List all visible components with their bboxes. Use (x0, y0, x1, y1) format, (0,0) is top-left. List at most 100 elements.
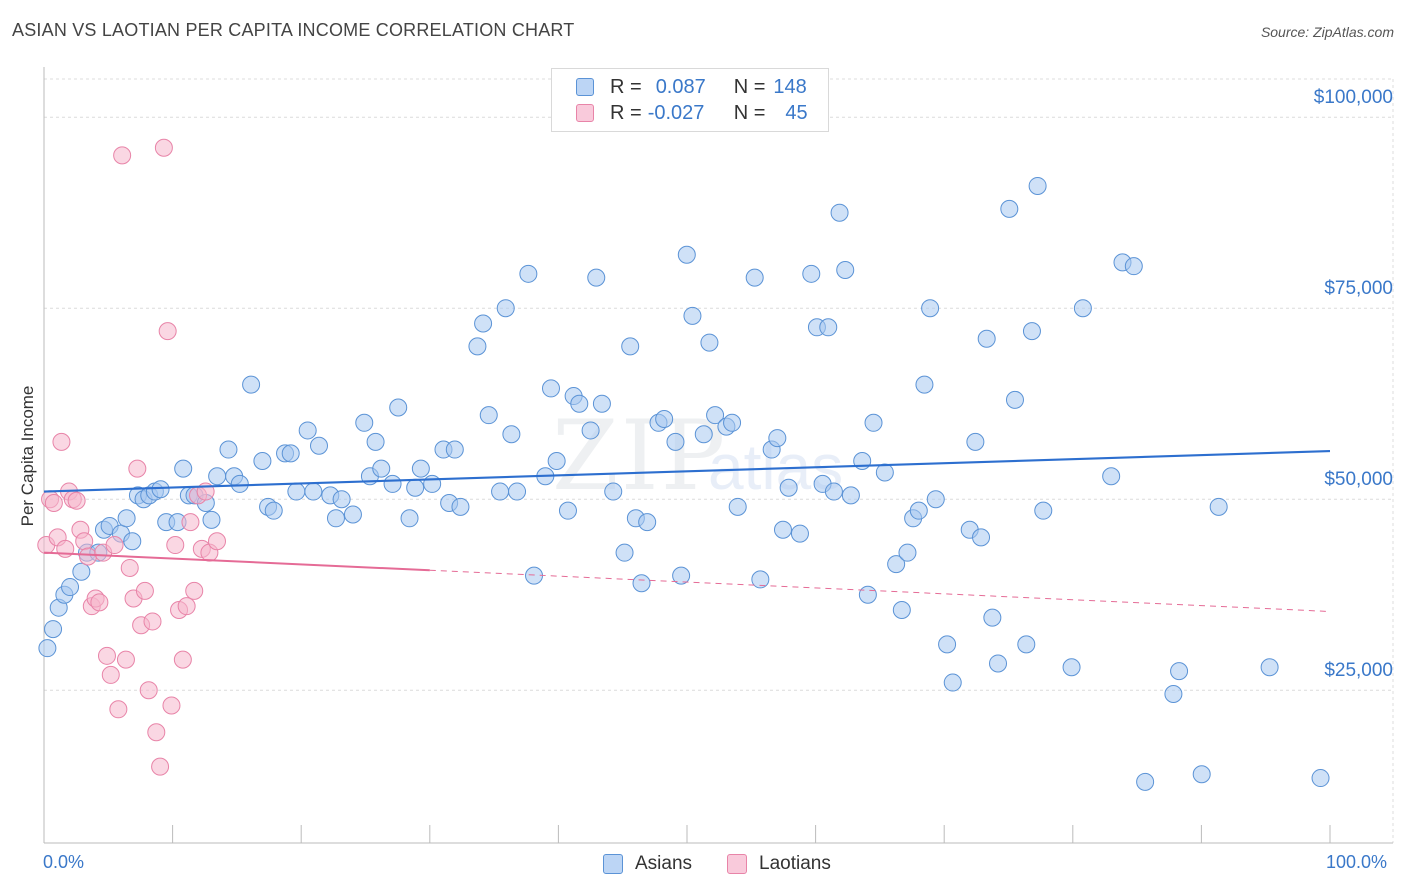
laotian-point (162, 696, 181, 715)
asian-trend-line (43, 449, 1331, 493)
asian-point (604, 482, 623, 501)
legend-row-laotians: R = -0.027 N = 45 (576, 101, 808, 125)
asian-point (117, 509, 136, 528)
asian-point (615, 543, 634, 562)
asian-point (508, 482, 527, 501)
laotians-legend-label: Laotians (759, 853, 831, 874)
asian-point (938, 635, 957, 654)
asian-point (298, 421, 317, 440)
laotian-point (151, 757, 170, 776)
laotians-r-label: R = (610, 101, 642, 124)
asian-point (592, 394, 611, 413)
asian-point (1073, 299, 1092, 318)
asian-point (389, 398, 408, 417)
asian-point (672, 566, 691, 585)
asian-point (474, 314, 493, 333)
asian-point (1192, 765, 1211, 784)
laotian-point (128, 459, 147, 478)
asian-point (841, 486, 860, 505)
laotian-point (177, 597, 196, 616)
source-label: Source: ZipAtlas.com (1260, 24, 1394, 40)
asian-point (892, 600, 911, 619)
asian-point (253, 452, 272, 470)
asian-point (621, 337, 640, 356)
asian-point (519, 264, 538, 283)
laotian-point (181, 513, 200, 532)
asian-point (864, 413, 883, 432)
laotian-point (113, 146, 132, 165)
asian-point (400, 509, 419, 528)
watermark-zip: ZIP (552, 400, 728, 512)
asian-point (666, 432, 685, 451)
asian-point (383, 474, 402, 493)
x-tick-label-min: 0.0% (43, 852, 85, 872)
asian-point (909, 501, 928, 520)
correlation-legend: R = 0.087 N = 148 R = -0.027 N = 45 (551, 68, 829, 132)
asian-point (926, 490, 945, 509)
laotian-trend-extension (429, 569, 1331, 613)
asian-point (44, 620, 63, 639)
asian-point (445, 440, 464, 459)
asian-point (632, 574, 651, 593)
asian-point (406, 478, 425, 497)
asian-point (790, 524, 809, 543)
laotian-point (135, 581, 154, 600)
laotian-point (52, 432, 71, 451)
laotian-point (173, 650, 192, 669)
asian-point (1102, 467, 1121, 486)
asian-point (1136, 772, 1155, 791)
asians-swatch (576, 78, 594, 96)
asian-point (655, 409, 674, 428)
asian-point (1017, 635, 1036, 654)
asian-point (411, 459, 430, 478)
asian-point (230, 474, 249, 493)
asian-point (983, 608, 1002, 627)
asian-point (887, 555, 906, 574)
asian-point (468, 337, 487, 356)
asian-point (202, 510, 221, 529)
asian-point (366, 432, 385, 451)
asian-point (943, 673, 962, 692)
asians-n-label: N = (733, 75, 766, 98)
asian-point (1000, 199, 1019, 218)
laotian-point (207, 532, 226, 551)
asian-point (502, 425, 521, 444)
laotian-point (154, 138, 173, 157)
asian-point (264, 501, 283, 520)
y-tick-label-75000: $75,000 (1324, 278, 1393, 299)
y-tick-label-50000: $50,000 (1324, 469, 1393, 490)
asian-point (1164, 685, 1183, 704)
laotian-point (166, 536, 185, 555)
asian-point (491, 482, 510, 501)
laotian-trend-line (43, 551, 430, 572)
asian-point (423, 474, 442, 493)
asian-point (898, 543, 917, 562)
asian-point (706, 406, 725, 425)
asian-point (372, 459, 391, 478)
asian-point (547, 452, 566, 470)
asian-point (1124, 257, 1143, 276)
laotians-n-value: 45 (785, 101, 808, 124)
asian-point (977, 329, 996, 348)
asian-point (38, 639, 57, 658)
asian-point (151, 480, 170, 499)
laotian-point (67, 491, 86, 510)
asian-point (728, 497, 747, 516)
laotians-r-value: -0.027 (647, 101, 705, 124)
asian-point (1260, 658, 1279, 677)
asian-point (694, 425, 713, 444)
asian-point (921, 299, 940, 318)
asian-point (1028, 176, 1047, 195)
asian-point (309, 436, 328, 455)
asian-point (581, 421, 600, 440)
laotian-point (120, 558, 139, 577)
asian-point (802, 264, 821, 283)
x-tick-label-max: 100.0% (1326, 852, 1388, 872)
asian-point (824, 482, 843, 501)
laotian-point (158, 322, 177, 341)
laotians-swatch (576, 104, 594, 122)
asian-point (972, 528, 991, 547)
asian-point (745, 268, 764, 287)
asian-point (1209, 497, 1228, 516)
asian-point (123, 532, 142, 551)
